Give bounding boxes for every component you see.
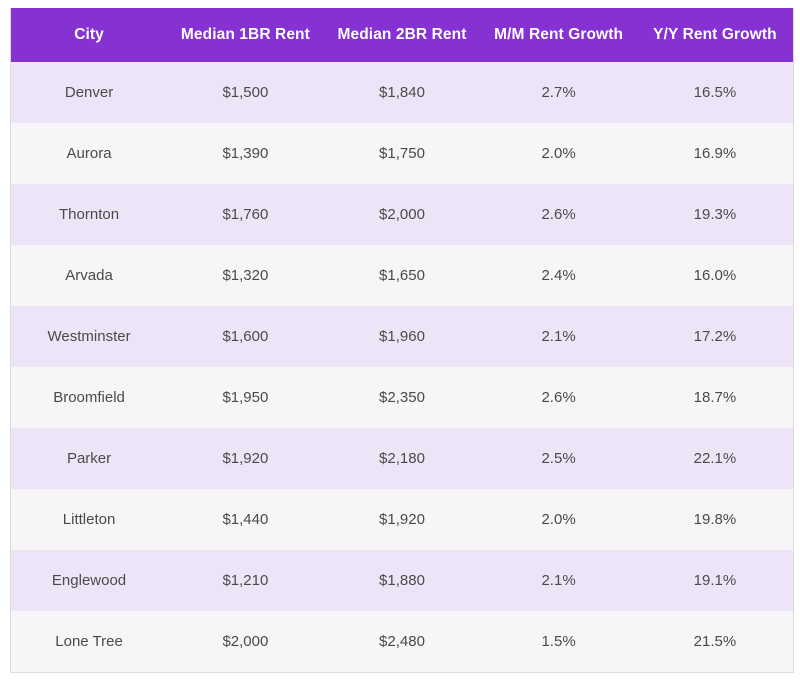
cell-mm-growth: 2.1% bbox=[541, 572, 576, 589]
cell-yy-growth: 16.5% bbox=[693, 84, 737, 101]
cell-mm-growth: 2.5% bbox=[541, 450, 576, 467]
cell-city: Lone Tree bbox=[55, 633, 123, 650]
column-header-median-1br: Median 1BR Rent bbox=[167, 8, 324, 62]
cell-mm-growth: 2.7% bbox=[541, 84, 576, 101]
column-header-yy-growth: Y/Y Rent Growth bbox=[636, 8, 794, 62]
cell-yy-growth: 17.2% bbox=[693, 328, 737, 345]
cell-mm-growth: 1.5% bbox=[541, 633, 576, 650]
rent-table: City Median 1BR Rent Median 2BR Rent M/M… bbox=[10, 8, 794, 673]
cell-mm-growth: 2.1% bbox=[541, 328, 576, 345]
cell-city: Littleton bbox=[62, 511, 116, 528]
cell-mm-growth: 2.0% bbox=[541, 145, 576, 162]
cell-mm-growth: 2.6% bbox=[541, 389, 576, 406]
table-header: City Median 1BR Rent Median 2BR Rent M/M… bbox=[10, 8, 794, 62]
column-header-city: City bbox=[10, 8, 168, 62]
cell-median-1br: $1,760 bbox=[222, 206, 269, 223]
cell-median-2br: $1,960 bbox=[379, 328, 425, 345]
cell-median-2br: $1,840 bbox=[379, 84, 425, 101]
cell-yy-growth: 19.8% bbox=[693, 511, 737, 528]
column-header-median-2br: Median 2BR Rent bbox=[323, 8, 481, 62]
cell-yy-growth: 22.1% bbox=[693, 450, 737, 467]
rent-table-container: City Median 1BR Rent Median 2BR Rent M/M… bbox=[10, 8, 794, 673]
cell-median-1br: $1,390 bbox=[222, 145, 269, 162]
cell-city: Arvada bbox=[65, 267, 113, 284]
cell-mm-growth: 2.4% bbox=[541, 267, 576, 284]
cell-median-1br: $1,320 bbox=[222, 267, 269, 284]
cell-median-1br: $1,500 bbox=[222, 84, 269, 101]
table-row: Aurora $1,390 $1,750 2.0% 16.9% bbox=[10, 123, 794, 184]
cell-city: Englewood bbox=[51, 572, 127, 589]
cell-city: Parker bbox=[66, 450, 112, 467]
cell-median-2br: $2,480 bbox=[379, 633, 425, 650]
cell-city: Aurora bbox=[66, 145, 112, 162]
cell-city: Broomfield bbox=[53, 389, 125, 406]
cell-yy-growth: 16.0% bbox=[693, 267, 737, 284]
cell-median-2br: $2,000 bbox=[379, 206, 425, 223]
table-body: Denver $1,500 $1,840 2.7% 16.5% Aurora $… bbox=[10, 62, 794, 673]
cell-city: Westminster bbox=[47, 328, 131, 345]
table-row: Westminster $1,600 $1,960 2.1% 17.2% bbox=[10, 306, 794, 367]
table-row: Thornton $1,760 $2,000 2.6% 19.3% bbox=[10, 184, 794, 245]
cell-mm-growth: 2.0% bbox=[541, 511, 576, 528]
cell-yy-growth: 19.3% bbox=[693, 206, 737, 223]
table-row: Englewood $1,210 $1,880 2.1% 19.1% bbox=[10, 550, 794, 611]
table-row: Littleton $1,440 $1,920 2.0% 19.8% bbox=[10, 489, 794, 550]
table-row: Broomfield $1,950 $2,350 2.6% 18.7% bbox=[10, 367, 794, 428]
cell-median-1br: $1,210 bbox=[222, 572, 269, 589]
cell-median-2br: $1,880 bbox=[379, 572, 425, 589]
column-header-mm-growth: M/M Rent Growth bbox=[480, 8, 637, 62]
cell-median-1br: $1,950 bbox=[222, 389, 269, 406]
cell-median-1br: $1,920 bbox=[222, 450, 269, 467]
cell-median-2br: $1,650 bbox=[379, 267, 425, 284]
cell-yy-growth: 19.1% bbox=[693, 572, 737, 589]
cell-median-2br: $2,350 bbox=[379, 389, 425, 406]
cell-median-2br: $2,180 bbox=[379, 450, 425, 467]
cell-median-1br: $1,600 bbox=[222, 328, 269, 345]
cell-median-2br: $1,750 bbox=[379, 145, 425, 162]
cell-median-2br: $1,920 bbox=[379, 511, 425, 528]
table-row: Denver $1,500 $1,840 2.7% 16.5% bbox=[10, 62, 794, 123]
cell-yy-growth: 21.5% bbox=[693, 633, 737, 650]
cell-median-1br: $2,000 bbox=[222, 633, 269, 650]
cell-yy-growth: 16.9% bbox=[693, 145, 737, 162]
table-row: Arvada $1,320 $1,650 2.4% 16.0% bbox=[10, 245, 794, 306]
cell-yy-growth: 18.7% bbox=[693, 389, 737, 406]
table-row: Parker $1,920 $2,180 2.5% 22.1% bbox=[10, 428, 794, 489]
cell-city: Thornton bbox=[59, 206, 120, 223]
cell-city: Denver bbox=[64, 84, 114, 101]
cell-median-1br: $1,440 bbox=[222, 511, 269, 528]
cell-mm-growth: 2.6% bbox=[541, 206, 576, 223]
table-row: Lone Tree $2,000 $2,480 1.5% 21.5% bbox=[10, 611, 794, 673]
header-row: City Median 1BR Rent Median 2BR Rent M/M… bbox=[10, 8, 794, 62]
